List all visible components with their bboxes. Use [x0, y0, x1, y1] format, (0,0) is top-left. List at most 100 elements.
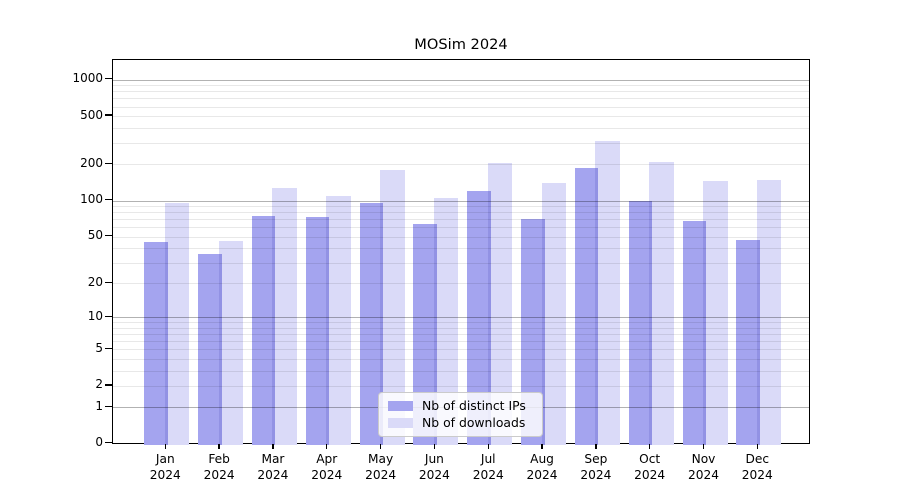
bar-downloads-sep	[595, 141, 620, 445]
y-tick-mark-500	[105, 114, 112, 116]
legend-item-downloads: Nb of downloads	[388, 416, 533, 430]
bar-overlap-feb	[218, 253, 222, 445]
bar-downloads-mar	[272, 187, 297, 445]
bar-distinct-ips-nov	[682, 220, 706, 445]
gridline-minor-2	[113, 385, 809, 387]
x-tick-label-jun: Jun 2024	[418, 452, 450, 482]
bar-distinct-ips-sep	[574, 167, 599, 445]
x-tick-label-sep: Sep 2024	[580, 452, 612, 482]
plot-area	[112, 59, 810, 445]
y-tick-mark-0	[105, 442, 112, 444]
bar-distinct-ips-dec	[736, 239, 760, 445]
gridline-minor-50	[113, 236, 809, 238]
x-tick-mark-mar	[272, 444, 274, 449]
bar-distinct-ips-jan	[144, 242, 168, 445]
bar-overlap-sep	[595, 167, 599, 445]
x-tick-mark-jun	[433, 444, 436, 449]
bar-downloads-apr	[326, 195, 351, 445]
bar-downloads-nov	[703, 181, 728, 445]
x-tick-mark-oct	[648, 444, 651, 449]
chart-title: MOSim 2024	[414, 36, 508, 53]
y-tick-mark-100	[105, 198, 112, 201]
x-tick-mark-may	[379, 444, 382, 449]
x-tick-label-apr: Apr 2024	[311, 452, 343, 482]
bar-distinct-ips-may	[359, 202, 384, 445]
y-tick-label-1: 1	[95, 398, 103, 413]
y-tick-label-10: 10	[87, 308, 103, 323]
gridline-minor-400	[113, 127, 809, 129]
y-tick-label-1000: 1000	[72, 71, 103, 86]
x-tick-label-oct: Oct 2024	[634, 452, 666, 482]
bar-downloads-aug	[541, 183, 567, 445]
gridline-minor-9	[113, 322, 809, 324]
bar-overlap-jul	[487, 191, 491, 445]
bar-distinct-ips-oct	[628, 200, 653, 445]
gridline-minor-80	[113, 212, 809, 214]
gridline-minor-8	[113, 328, 809, 329]
x-tick-mark-jan	[164, 444, 166, 449]
gridline-minor-600	[113, 106, 809, 108]
x-tick-mark-aug	[541, 444, 543, 449]
gridline-minor-800	[113, 91, 809, 93]
bar-overlap-dec	[756, 239, 760, 445]
gridline-minor-500	[113, 116, 809, 118]
bar-overlap-oct	[649, 200, 653, 445]
x-tick-mark-sep	[595, 444, 597, 449]
bar-downloads-dec	[756, 179, 782, 445]
gridline-minor-20	[113, 283, 809, 285]
bar-downloads-jan	[164, 203, 190, 445]
y-tick-mark-2	[105, 384, 112, 386]
x-tick-label-may: May 2024	[365, 452, 397, 482]
bar-overlap-mar	[272, 215, 276, 445]
legend: Nb of distinct IPs Nb of downloads	[378, 392, 543, 437]
x-tick-mark-jul	[487, 444, 489, 449]
bar-distinct-ips-aug	[521, 219, 545, 445]
x-tick-label-jan: Jan 2024	[149, 452, 181, 482]
y-tick-label-5: 5	[95, 340, 103, 355]
gridline-major-10	[113, 317, 809, 319]
gridline-minor-3	[113, 370, 809, 372]
x-tick-label-aug: Aug 2024	[526, 452, 558, 482]
gridline-minor-5	[113, 349, 809, 351]
gridline-major-100	[113, 200, 809, 202]
x-tick-mark-apr	[326, 444, 328, 449]
bar-distinct-ips-jul	[467, 191, 491, 445]
gridline-minor-4	[113, 358, 809, 360]
x-tick-mark-nov	[702, 444, 705, 449]
bar-distinct-ips-jun	[413, 223, 437, 445]
gridline-minor-7	[113, 334, 809, 336]
y-tick-label-2: 2	[95, 377, 103, 392]
bar-overlap-may	[380, 202, 384, 445]
x-tick-mark-feb	[218, 444, 220, 449]
y-tick-mark-50	[105, 234, 112, 237]
bar-distinct-ips-feb	[198, 253, 222, 445]
gridline-minor-300	[113, 143, 809, 145]
bars-layer	[113, 60, 809, 445]
bar-overlap-jan	[164, 242, 168, 445]
y-tick-mark-200	[105, 162, 112, 164]
grid-layer	[113, 60, 809, 443]
x-tick-mark-dec	[756, 444, 758, 449]
gridline-minor-900	[113, 85, 809, 87]
legend-item-distinct-ips: Nb of distinct IPs	[388, 397, 533, 413]
gridline-minor-90	[113, 206, 809, 208]
legend-swatch-downloads	[388, 418, 413, 429]
bar-overlap-aug	[541, 219, 545, 445]
gridline-minor-200	[113, 164, 809, 166]
legend-label-distinct-ips: Nb of distinct IPs	[422, 397, 526, 413]
x-tick-label-dec: Dec 2024	[741, 452, 773, 482]
gridline-major-1000	[113, 79, 809, 81]
gridline-minor-700	[113, 98, 809, 100]
y-tick-label-20: 20	[87, 274, 103, 289]
y-tick-mark-1	[105, 405, 112, 407]
bar-overlap-apr	[326, 216, 330, 445]
bar-overlap-jun	[433, 223, 437, 445]
x-tick-label-nov: Nov 2024	[687, 452, 720, 482]
gridline-minor-6	[113, 341, 809, 343]
bar-downloads-oct	[649, 161, 674, 445]
legend-label-downloads: Nb of downloads	[422, 415, 526, 431]
y-tick-label-200: 200	[80, 155, 103, 170]
y-tick-mark-10	[105, 315, 112, 318]
bar-distinct-ips-apr	[305, 216, 330, 445]
